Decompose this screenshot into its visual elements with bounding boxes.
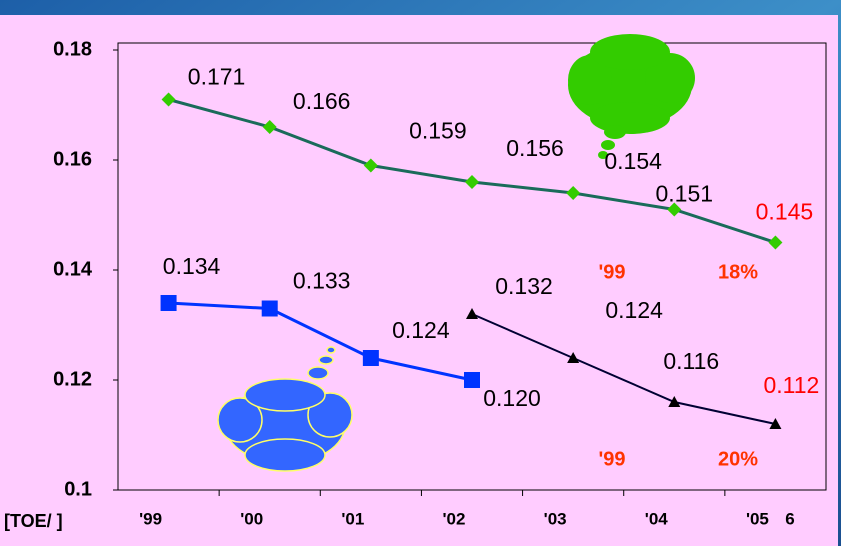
marker [567,352,580,363]
annotation: 20% [718,448,758,470]
marker [362,350,379,366]
marker [161,92,176,107]
annotation: '99 [598,261,625,283]
series-line [471,313,776,425]
y-tick-label: 0.12 [53,368,92,390]
marker [160,295,177,311]
thought-cloud-green [568,34,695,159]
panel [0,15,838,546]
marker [768,235,783,250]
x-tick-label: '04 [645,509,668,528]
data-label: 0.151 [656,181,714,207]
data-label: 0.171 [188,64,246,90]
data-label: 0.134 [163,253,221,279]
y-tick-label: 0.1 [64,478,92,500]
data-label: 0.133 [293,268,351,294]
data-label: 0.124 [392,317,450,343]
series-line [168,301,473,382]
data-label: 0.132 [495,273,553,299]
marker [363,158,378,173]
x-tick-label: '02 [443,509,466,528]
y-tick-label: 0.18 [53,38,92,60]
y-tick-label: 0.14 [53,258,93,280]
data-label: 0.145 [756,199,814,225]
data-label: 0.156 [506,135,564,161]
data-label: 0.116 [663,348,719,374]
thought-cloud-blue [217,346,353,472]
marker [262,120,277,134]
marker [566,186,581,200]
data-label: 0.159 [409,118,467,144]
marker [465,175,479,189]
y-axis-label: [TOE/ ] [4,511,63,531]
x-tick-label: '01 [341,509,364,528]
x-tick-label: '05 [746,509,769,528]
annotation: 18% [718,261,758,283]
marker [667,202,682,217]
y-tick-label: 0.16 [53,148,92,170]
data-label: 0.154 [604,148,662,174]
data-label: 0.166 [293,88,351,114]
marker [466,308,478,319]
annotation: '99 [598,448,625,470]
marker [769,418,782,429]
data-label: 0.112 [763,372,819,398]
marker [464,372,480,388]
x-tick-label: '03 [544,509,567,528]
marker [668,396,681,407]
marker [261,300,278,317]
x-tick-label: '00 [240,509,263,528]
x-tick-label: '99 [139,509,162,528]
plot-frame [117,42,827,491]
x-note: 6 [785,509,794,528]
data-label: 0.120 [483,385,541,411]
data-label: 0.124 [605,297,663,323]
